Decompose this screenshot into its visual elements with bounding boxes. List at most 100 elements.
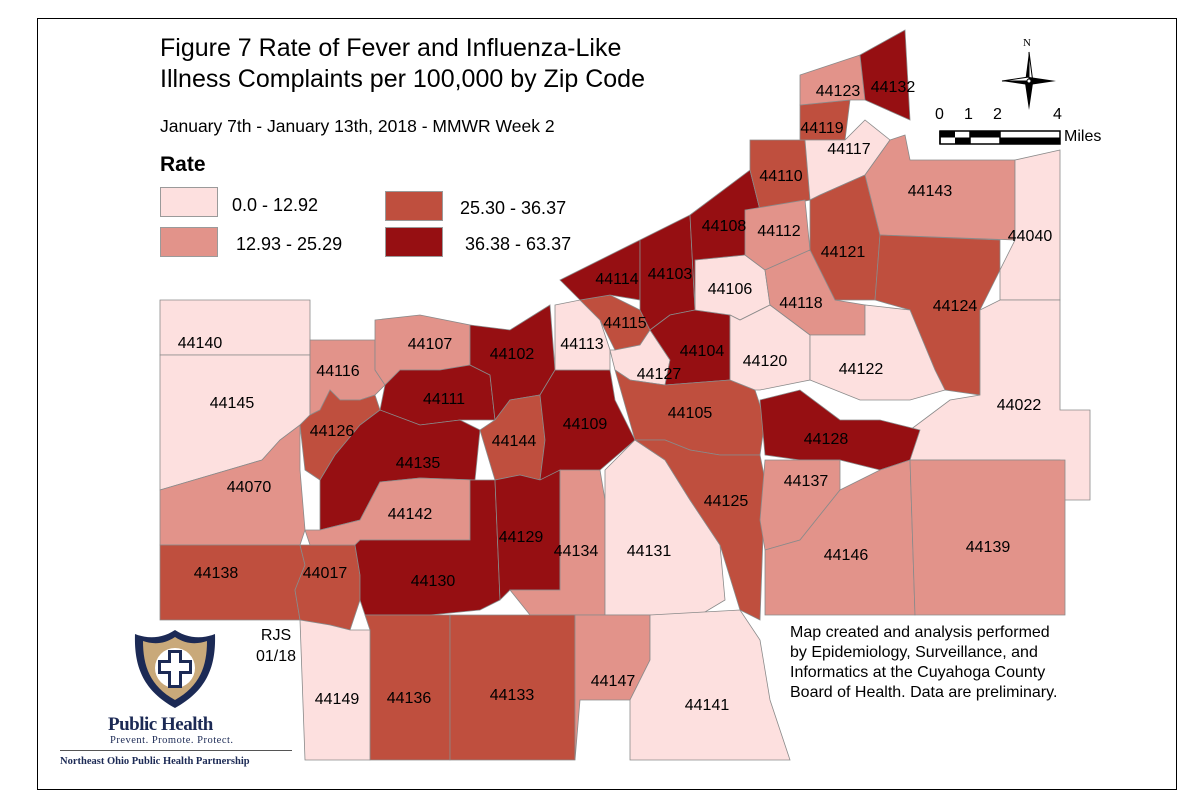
- zip-area-44122: [809, 304, 946, 401]
- zip-label-44110: 44110: [759, 168, 802, 185]
- zip-label-44128: 44128: [804, 431, 849, 448]
- zip-label-44132: 44132: [871, 79, 916, 96]
- legend-title: Rate: [160, 153, 206, 176]
- zip-label-44022: 44022: [997, 397, 1042, 414]
- zip-area-44138: [159, 544, 306, 621]
- scale-tick-label: 0: [935, 106, 944, 123]
- map-frame: [37, 18, 1177, 790]
- zip-area-44139: [909, 459, 1066, 616]
- zip-label-44135: 44135: [396, 455, 441, 472]
- zip-label-44108: 44108: [702, 218, 747, 235]
- zip-label-44113: 44113: [560, 336, 603, 353]
- north-label: N: [1023, 37, 1031, 49]
- zip-label-44122: 44122: [839, 361, 884, 378]
- zip-area-44132: [859, 29, 911, 121]
- credit-line: Map created and analysis performed: [790, 624, 1050, 641]
- zip-label-44017: 44017: [303, 565, 348, 582]
- zip-area-44146: [764, 459, 916, 616]
- zip-area-44114: [559, 239, 641, 301]
- zip-area-44149: [299, 619, 371, 761]
- zip-label-44136: 44136: [387, 690, 432, 707]
- zip-area-44128: [759, 389, 921, 471]
- legend-swatch: [385, 227, 443, 257]
- zip-label-44040: 44040: [1008, 228, 1053, 245]
- author-stamp: RJS 01/18: [256, 625, 296, 667]
- zip-label-44149: 44149: [315, 691, 360, 708]
- zip-label-44147: 44147: [591, 673, 636, 690]
- logo-divider: [60, 750, 292, 751]
- zip-label-44146: 44146: [824, 547, 869, 564]
- zip-label-44120: 44120: [743, 353, 788, 370]
- zip-area-44141: [629, 609, 791, 761]
- zip-label-44104: 44104: [680, 343, 725, 360]
- zip-label-44141: 44141: [685, 697, 730, 714]
- zip-label-44142: 44142: [388, 506, 433, 523]
- zip-label-44119: 44119: [800, 120, 843, 137]
- zip-label-44124: 44124: [933, 298, 978, 315]
- zip-label-44143: 44143: [908, 183, 953, 200]
- map-title-line-1: Figure 7 Rate of Fever and Influenza-Lik…: [160, 34, 622, 62]
- zip-polygons: [159, 29, 1091, 761]
- zip-label-44118: 44118: [779, 295, 822, 312]
- north-arrow-icon: [1001, 51, 1056, 110]
- author-initials: RJS: [260, 627, 292, 644]
- zip-label-44125: 44125: [704, 493, 749, 510]
- zip-label-44114: 44114: [595, 271, 638, 288]
- zip-label-44127: 44127: [637, 366, 682, 383]
- zip-label-44105: 44105: [668, 405, 713, 422]
- zip-label-44121: 44121: [821, 244, 866, 261]
- zip-label-44116: 44116: [316, 363, 359, 380]
- zip-label-44112: 44112: [757, 223, 800, 240]
- credit-line: Informatics at the Cuyahoga County: [790, 664, 1046, 681]
- zip-label-44138: 44138: [194, 565, 239, 582]
- zip-label-44129: 44129: [499, 529, 544, 546]
- logo-tagline: Prevent. Promote. Protect.: [110, 735, 234, 746]
- credit-line: Board of Health. Data are preliminary.: [790, 684, 1058, 701]
- map-subtitle: January 7th - January 13th, 2018 - MMWR …: [160, 116, 555, 136]
- zip-label-44137: 44137: [784, 473, 829, 490]
- zip-label-44106: 44106: [708, 281, 753, 298]
- legend-label: 25.30 - 36.37: [460, 198, 567, 218]
- legend-swatch: [160, 187, 218, 217]
- zip-label-44133: 44133: [490, 687, 535, 704]
- zip-label-44145: 44145: [210, 395, 255, 412]
- zip-label-44126: 44126: [310, 423, 355, 440]
- legend-swatch: [385, 191, 443, 221]
- zip-label-44103: 44103: [648, 266, 693, 283]
- zip-label-44115: 44115: [603, 315, 646, 332]
- legend-label: 36.38 - 63.37: [465, 234, 572, 254]
- scale-tick-label: 1: [964, 106, 973, 123]
- public-health-shield-icon: [134, 630, 216, 708]
- scale-tick-label: 4: [1053, 106, 1062, 123]
- legend-swatch: [160, 227, 218, 257]
- credit-line: by Epidemiology, Surveillance, and: [790, 644, 1038, 661]
- legend-label: 0.0 - 12.92: [232, 195, 319, 215]
- zip-label-44139: 44139: [966, 539, 1011, 556]
- scale-bar: [939, 130, 1061, 145]
- zip-area-44125: [633, 439, 766, 621]
- credit-text: Map created and analysis performed by Ep…: [790, 623, 1150, 703]
- zip-area-44123: [799, 54, 866, 106]
- zip-label-44131: 44131: [627, 543, 672, 560]
- map-title: Figure 7 Rate of Fever and Influenza-Lik…: [160, 33, 645, 95]
- zip-area-44136: [364, 614, 451, 761]
- scale-tick-label: 2: [993, 106, 1002, 123]
- zip-label-44111: 44111: [423, 391, 465, 408]
- zip-label-44130: 44130: [411, 573, 456, 590]
- zip-label-44102: 44102: [490, 346, 535, 363]
- zip-label-44109: 44109: [563, 416, 608, 433]
- author-date: 01/18: [256, 648, 297, 665]
- zip-label-44117: 44117: [827, 141, 870, 158]
- legend-label: 12.93 - 25.29: [236, 234, 343, 254]
- zip-label-44144: 44144: [492, 433, 537, 450]
- zip-label-44123: 44123: [816, 83, 861, 100]
- map-title-line-2: Illness Complaints per 100,000 by Zip Co…: [160, 65, 645, 93]
- zip-label-44134: 44134: [554, 543, 599, 560]
- logo-title: Public Health: [108, 714, 213, 735]
- zip-area-44130: [354, 479, 501, 616]
- zip-area-44017: [294, 544, 361, 631]
- zip-label-44107: 44107: [408, 336, 453, 353]
- scale-unit-label: Miles: [1064, 128, 1102, 145]
- logo-org: Northeast Ohio Public Health Partnership: [60, 756, 250, 767]
